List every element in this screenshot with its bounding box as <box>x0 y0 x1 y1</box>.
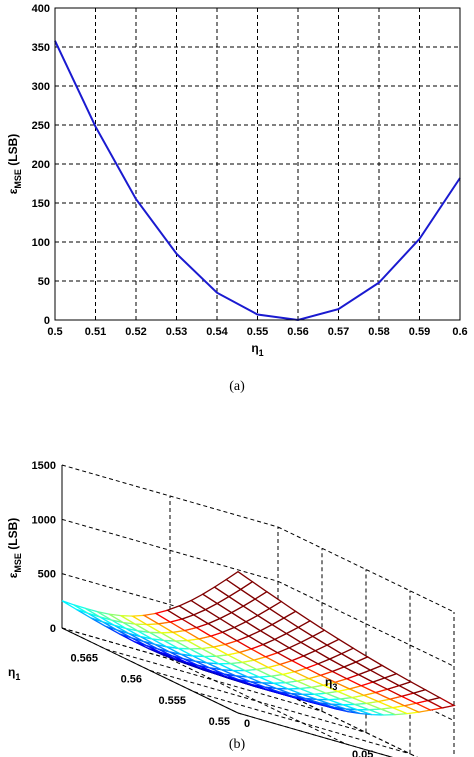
y-tick-label: 200 <box>32 159 50 171</box>
y-tick-label: 100 <box>32 237 50 249</box>
caption-a: (a) <box>229 379 245 394</box>
x-axis-label: η1 <box>251 341 263 358</box>
grid-line-floor <box>61 627 279 691</box>
surface-cell <box>225 570 254 591</box>
x-tick-label: 0.58 <box>368 326 389 338</box>
y-tick-label: 350 <box>32 42 50 54</box>
grid-line-floor <box>169 658 347 745</box>
grid-line-floor <box>149 670 367 733</box>
eta1-axis-line <box>61 627 239 714</box>
y-tick-label: 0 <box>44 315 50 327</box>
line-chart-panel: 0.5 0.51 0.52 0.53 0.54 0.55 0.56 0.57 0.58 0.59 0… <box>6 3 468 394</box>
eta1-axis-label: η1 <box>8 665 20 682</box>
grid-line-floor <box>105 648 323 712</box>
z-tick-label: 500 <box>38 569 56 581</box>
grid-line-backwall <box>61 573 279 637</box>
x-tick-label: 0.5 <box>47 326 62 338</box>
y-tick-label: 300 <box>32 81 50 93</box>
grid-line-sidewall <box>277 526 455 613</box>
x-tick-label: 0.59 <box>409 326 430 338</box>
y-tick-label: 400 <box>32 3 50 15</box>
eta3-tick-label: 0.05 <box>352 749 373 757</box>
plot-frame <box>54 7 461 321</box>
z-axis-label: εMSE (LSB) <box>6 518 23 579</box>
y-tick-label: 50 <box>38 276 50 288</box>
z-tick-label: 0 <box>50 623 56 635</box>
grid-line-floor <box>237 712 394 757</box>
eta1-tick-label: 0.565 <box>70 652 98 664</box>
x-tick-label: 0.52 <box>125 326 146 338</box>
x-tick-label: 0.51 <box>85 326 106 338</box>
surface-mesh <box>61 570 456 716</box>
grid-3d <box>61 464 455 757</box>
z-tick-label: 1500 <box>32 460 56 472</box>
x-tick-label: 0.6 <box>452 326 467 338</box>
grid-line-sidewall <box>277 580 455 667</box>
eta1-tick-label: 0.555 <box>158 695 186 707</box>
series-line <box>54 40 461 322</box>
y-axis-label: εMSE (LSB) <box>6 134 23 195</box>
x-tick-label: 0.56 <box>287 326 308 338</box>
eta1-tick-label: 0.55 <box>209 716 230 728</box>
eta3-axis-label: η3 <box>325 675 337 692</box>
y-tick-label: 150 <box>32 198 50 210</box>
grid <box>54 7 461 321</box>
z-tick-label: 1000 <box>32 514 56 526</box>
eta3-axis-line <box>237 712 394 757</box>
eta3-tick-label: 0 <box>244 718 250 730</box>
tick-labels: 0.5 0.51 0.52 0.53 0.54 0.55 0.56 0.57 0.58 0.59 0… <box>32 3 468 338</box>
caption-b: (b) <box>229 737 246 752</box>
x-tick-label: 0.53 <box>166 326 187 338</box>
x-tick-label: 0.55 <box>247 326 268 338</box>
grid-line-floor <box>193 691 411 755</box>
eta1-tick-label: 0.56 <box>121 674 142 686</box>
x-tick-label: 0.54 <box>206 326 228 338</box>
x-tick-label: 0.57 <box>328 326 349 338</box>
y-tick-label: 250 <box>32 120 50 132</box>
